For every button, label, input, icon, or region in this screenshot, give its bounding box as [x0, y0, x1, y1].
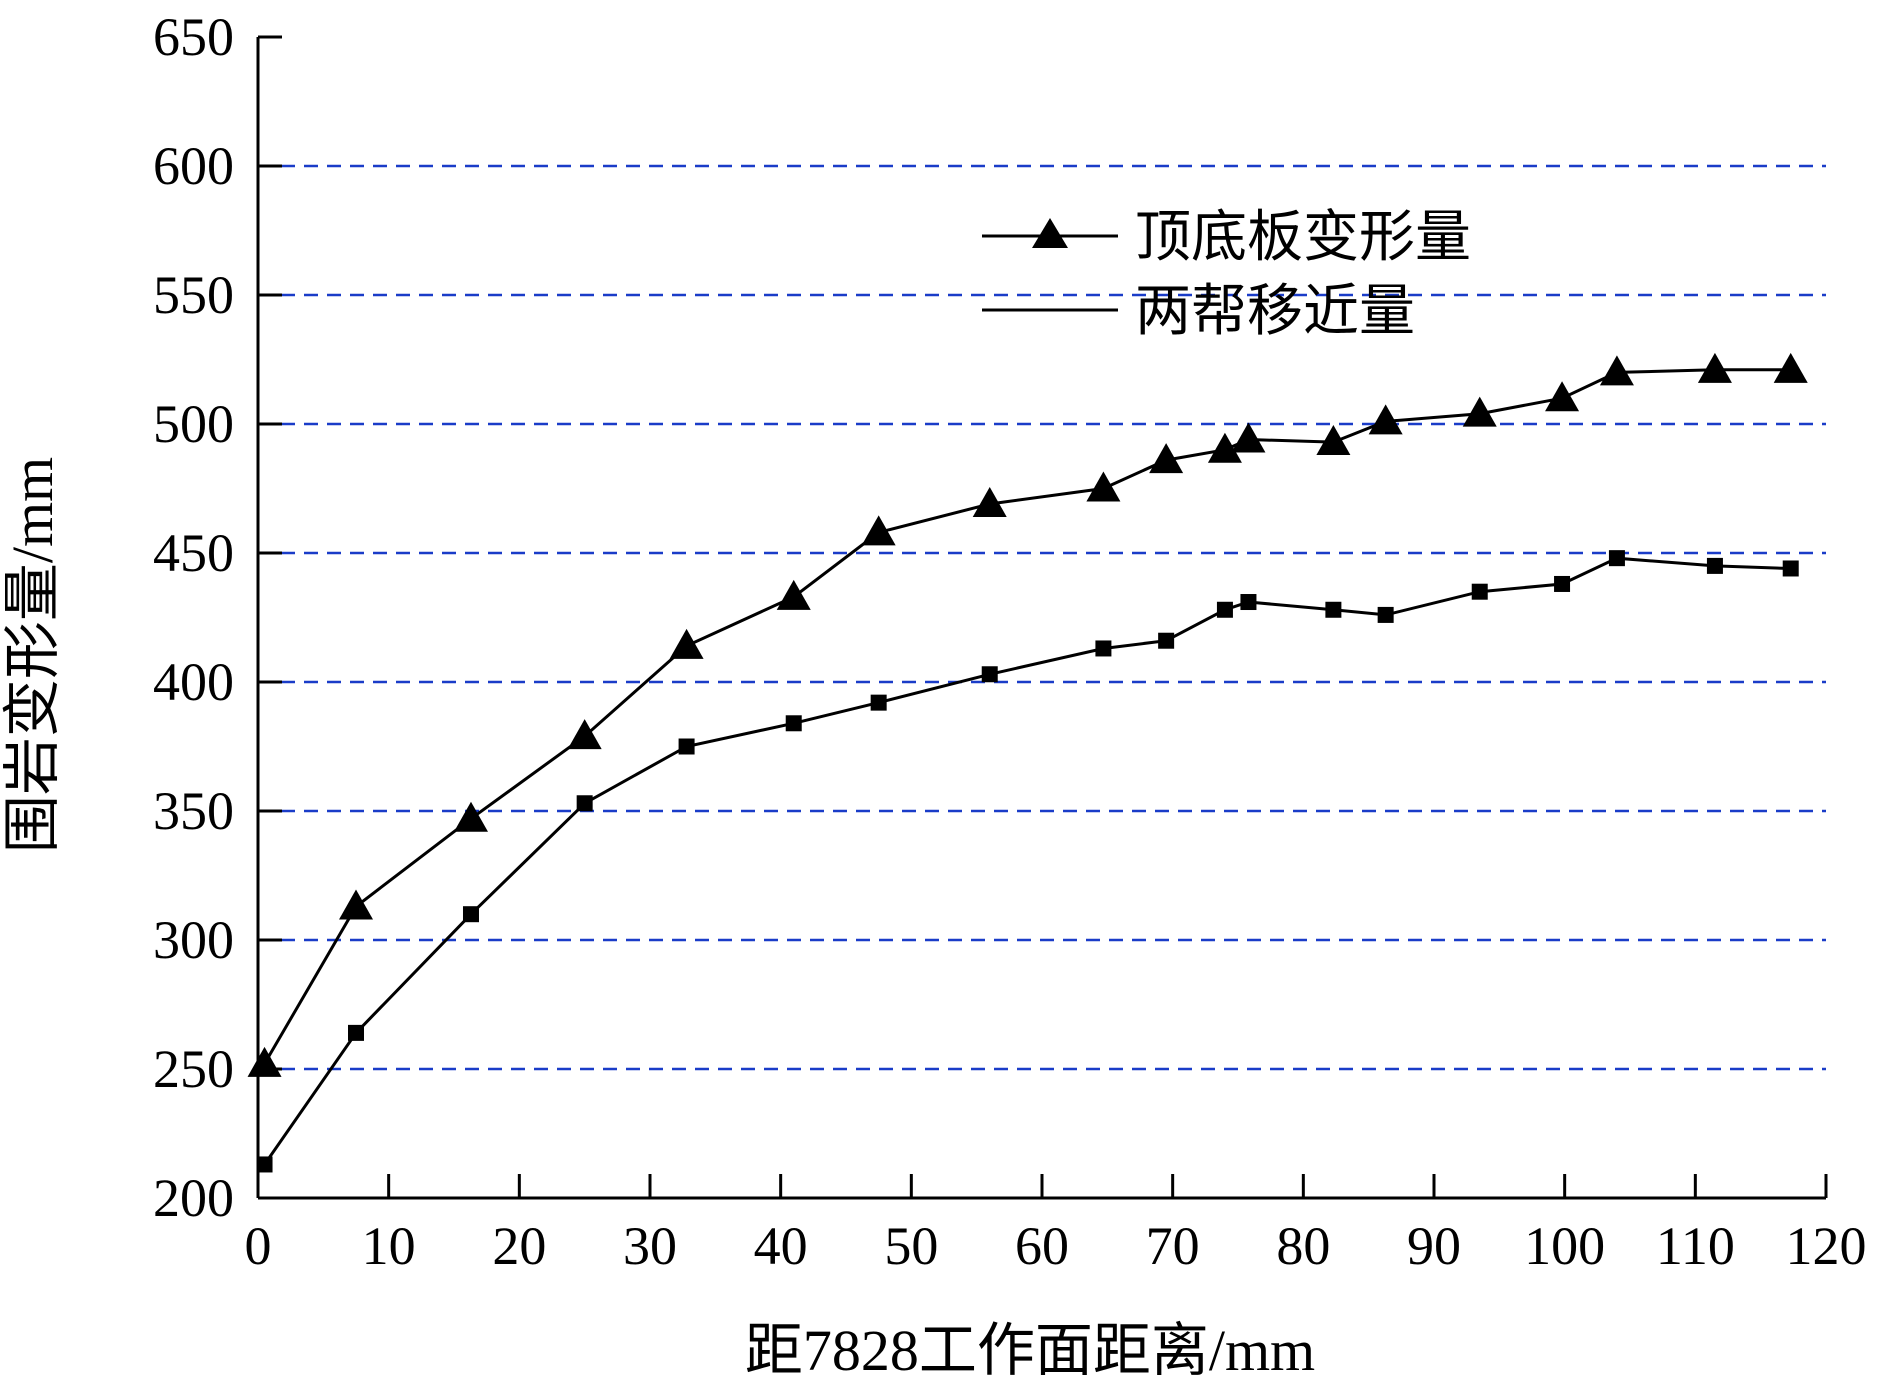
y-tick-label: 600	[153, 136, 234, 196]
data-point-triangle	[453, 801, 488, 832]
data-point-square	[785, 715, 802, 732]
data-point-square	[1554, 575, 1571, 592]
data-point-square	[256, 1156, 273, 1173]
data-point-triangle	[1545, 381, 1580, 412]
y-tick-label: 550	[153, 265, 234, 325]
axes	[256, 37, 1826, 1200]
data-point-square	[1216, 601, 1233, 618]
y-tick-label: 300	[153, 910, 234, 970]
data-point-square	[981, 666, 998, 683]
data-point-triangle	[972, 486, 1007, 517]
data-point-triangle	[1599, 355, 1634, 386]
x-ticks: 0 10 20 30 40 50 60 70 80 90 100 110 120	[245, 1174, 1867, 1276]
x-tick-label: 80	[1276, 1216, 1330, 1276]
y-tick-label: 250	[153, 1039, 234, 1099]
data-point-square	[1095, 640, 1112, 657]
data-point-square	[678, 738, 695, 755]
y-tick-label: 400	[153, 652, 234, 712]
y-ticks: 200 250 300 350 400 450 500 550 600 650	[153, 7, 282, 1228]
data-point-triangle	[1231, 422, 1266, 453]
data-point-square	[1377, 606, 1394, 623]
data-point-square	[462, 906, 479, 923]
y-tick-label: 500	[153, 394, 234, 454]
data-point-square	[576, 795, 593, 812]
data-point-triangle	[1086, 471, 1121, 502]
y-tick-label: 350	[153, 781, 234, 841]
data-point-triangle	[1368, 404, 1403, 435]
data-point-square	[1608, 550, 1625, 567]
data-point-triangle	[1773, 352, 1808, 383]
x-tick-label: 110	[1656, 1216, 1735, 1276]
x-tick-label: 50	[884, 1216, 938, 1276]
y-tick-label: 200	[153, 1168, 234, 1228]
legend: 顶底板变形量 两帮移近量	[982, 207, 1471, 343]
data-point-square	[1325, 601, 1342, 618]
series-line-triangle	[263, 368, 1791, 1065]
data-point-triangle	[1697, 352, 1732, 383]
data-point-square	[1240, 594, 1257, 611]
data-point-square	[1782, 560, 1799, 577]
x-tick-label: 40	[754, 1216, 808, 1276]
x-tick-label: 100	[1524, 1216, 1605, 1276]
data-point-triangle	[1316, 425, 1351, 456]
data-point-triangle	[1207, 432, 1242, 463]
data-point-triangle	[1149, 443, 1184, 474]
data-point-triangle	[776, 579, 811, 610]
series-line-square	[263, 556, 1791, 1166]
y-tick-label: 650	[153, 7, 234, 67]
x-tick-label: 90	[1407, 1216, 1461, 1276]
series-layer	[247, 352, 1808, 1173]
x-tick-label: 20	[492, 1216, 546, 1276]
x-tick-label: 70	[1146, 1216, 1200, 1276]
legend-label-sides: 两帮移近量	[1135, 281, 1415, 343]
data-point-triangle	[669, 628, 704, 659]
gridlines	[258, 164, 1826, 1071]
data-point-triangle	[861, 515, 896, 546]
data-point-triangle	[567, 719, 602, 750]
x-tick-label: 0	[245, 1216, 272, 1276]
legend-marker-triangle-icon	[1032, 218, 1068, 248]
x-tick-label: 120	[1786, 1216, 1867, 1276]
data-point-square	[348, 1024, 364, 1041]
data-point-triangle	[1462, 396, 1497, 427]
legend-label-roof: 顶底板变形量	[1135, 207, 1471, 269]
data-point-triangle	[339, 889, 373, 920]
y-axis-title: 围岩变形量/mm	[0, 457, 65, 853]
x-tick-label: 60	[1015, 1216, 1069, 1276]
data-point-square	[870, 694, 887, 711]
x-tick-label: 10	[362, 1216, 416, 1276]
x-tick-label: 30	[623, 1216, 677, 1276]
x-axis-title: 距7828工作面距离/mm	[745, 1318, 1315, 1383]
data-point-square	[1706, 557, 1723, 574]
data-point-triangle	[247, 1046, 282, 1077]
data-point-square	[1471, 583, 1488, 600]
data-point-square	[1158, 632, 1175, 649]
y-tick-label: 450	[153, 523, 234, 583]
